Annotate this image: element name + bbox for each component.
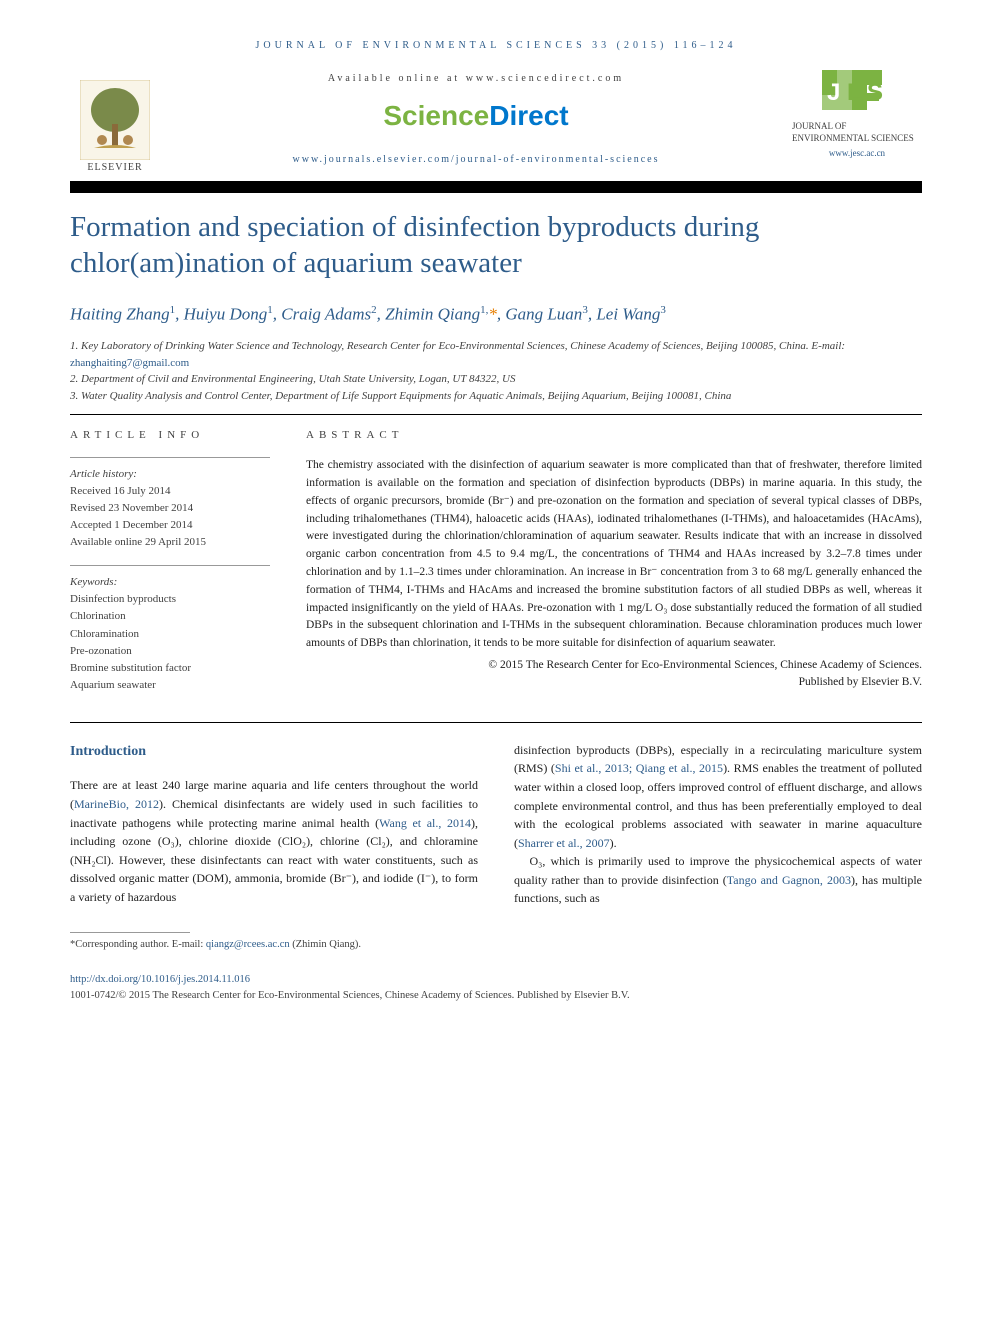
- ref-link[interactable]: Sharrer et al., 2007: [518, 836, 610, 850]
- svg-text:E: E: [847, 79, 863, 106]
- center-header-col: Available online at www.sciencedirect.co…: [160, 65, 792, 173]
- article-info-col: ARTICLE INFO Article history: Received 1…: [70, 429, 270, 708]
- jes-url[interactable]: www.jesc.ac.cn: [829, 148, 885, 158]
- doi-block: http://dx.doi.org/10.1016/j.jes.2014.11.…: [70, 972, 922, 1004]
- keywords-label: Keywords:: [70, 574, 270, 591]
- jes-logo: J E S: [817, 65, 897, 115]
- keyword: Disinfection byproducts: [70, 591, 270, 608]
- journal-url[interactable]: www.journals.elsevier.com/journal-of-env…: [170, 154, 782, 165]
- keyword: Aquarium seawater: [70, 677, 270, 694]
- ref-link[interactable]: Tango and Gagnon, 2003: [727, 873, 851, 887]
- keywords-block: Keywords: Disinfection byproducts Chlori…: [70, 565, 270, 693]
- svg-text:S: S: [867, 79, 883, 106]
- sciencedirect-logo: ScienceDirect: [170, 100, 782, 132]
- keyword: Chlorination: [70, 608, 270, 625]
- history-item: Received 16 July 2014: [70, 483, 270, 500]
- corr-email-link[interactable]: qiangz@rcees.ac.cn: [206, 939, 290, 950]
- affiliations: 1. Key Laboratory of Drinking Water Scie…: [70, 338, 922, 404]
- intro-left-text: There are at least 240 large marine aqua…: [70, 776, 478, 906]
- intro-right-col: disinfection byproducts (DBPs), especial…: [514, 741, 922, 908]
- affil-3: 3. Water Quality Analysis and Control Ce…: [70, 388, 922, 405]
- info-abstract-row: ARTICLE INFO Article history: Received 1…: [70, 429, 922, 708]
- keyword: Chloramination: [70, 626, 270, 643]
- article-title: Formation and speciation of disinfection…: [70, 209, 922, 282]
- page: JOURNAL OF ENVIRONMENTAL SCIENCES 33 (20…: [0, 0, 992, 1034]
- ref-link[interactable]: Shi et al., 2013; Qiang et al., 2015: [555, 761, 723, 775]
- authors: Haiting Zhang1, Huiyu Dong1, Craig Adams…: [70, 304, 922, 325]
- jes-name: JOURNAL OF ENVIRONMENTAL SCIENCES: [792, 121, 922, 144]
- doi-link[interactable]: http://dx.doi.org/10.1016/j.jes.2014.11.…: [70, 974, 250, 985]
- elsevier-logo: ELSEVIER: [80, 80, 150, 173]
- keyword: Bromine substitution factor: [70, 660, 270, 677]
- sd-left: Science: [383, 100, 489, 131]
- issn-copyright: 1001-0742/© 2015 The Research Center for…: [70, 990, 630, 1001]
- history-item: Available online 29 April 2015: [70, 534, 270, 551]
- black-bar: [70, 181, 922, 193]
- history-block: Article history: Received 16 July 2014 R…: [70, 457, 270, 551]
- jes-logo-col: J E S JOURNAL OF ENVIRONMENTAL SCIENCES …: [792, 65, 922, 173]
- elsevier-label: ELSEVIER: [87, 162, 142, 173]
- history-label: Article history:: [70, 466, 270, 483]
- intro-right-text: disinfection byproducts (DBPs), especial…: [514, 741, 922, 908]
- intro-heading: Introduction: [70, 741, 478, 763]
- ref-link[interactable]: MarineBio, 2012: [74, 797, 159, 811]
- abstract-text: The chemistry associated with the disinf…: [306, 457, 922, 653]
- affil-2: 2. Department of Civil and Environmental…: [70, 371, 922, 388]
- article-info-label: ARTICLE INFO: [70, 429, 270, 441]
- journal-header: JOURNAL OF ENVIRONMENTAL SCIENCES 33 (20…: [70, 40, 922, 51]
- svg-text:J: J: [827, 79, 840, 106]
- intro-row: Introduction There are at least 240 larg…: [70, 741, 922, 908]
- keyword: Pre-ozonation: [70, 643, 270, 660]
- abstract-col: ABSTRACT The chemistry associated with t…: [306, 429, 922, 708]
- abstract-copyright: © 2015 The Research Center for Eco-Envir…: [306, 657, 922, 692]
- footnote-separator: [70, 932, 190, 933]
- intro-left-col: Introduction There are at least 240 larg…: [70, 741, 478, 908]
- corresponding-footnote: *Corresponding author. E-mail: qiangz@rc…: [70, 939, 922, 950]
- divider: [70, 722, 922, 723]
- history-item: Revised 23 November 2014: [70, 500, 270, 517]
- sd-right: Direct: [489, 100, 568, 131]
- affil-1: 1. Key Laboratory of Drinking Water Scie…: [70, 338, 922, 371]
- divider: [70, 414, 922, 415]
- abstract-label: ABSTRACT: [306, 429, 922, 441]
- elsevier-tree-icon: [80, 80, 150, 160]
- available-online: Available online at www.sciencedirect.co…: [170, 73, 782, 84]
- history-item: Accepted 1 December 2014: [70, 517, 270, 534]
- ref-link[interactable]: Wang et al., 2014: [379, 816, 471, 830]
- header-row: ELSEVIER Available online at www.science…: [70, 65, 922, 173]
- elsevier-logo-col: ELSEVIER: [70, 65, 160, 173]
- affil-email-link[interactable]: zhanghaiting7@gmail.com: [70, 357, 189, 369]
